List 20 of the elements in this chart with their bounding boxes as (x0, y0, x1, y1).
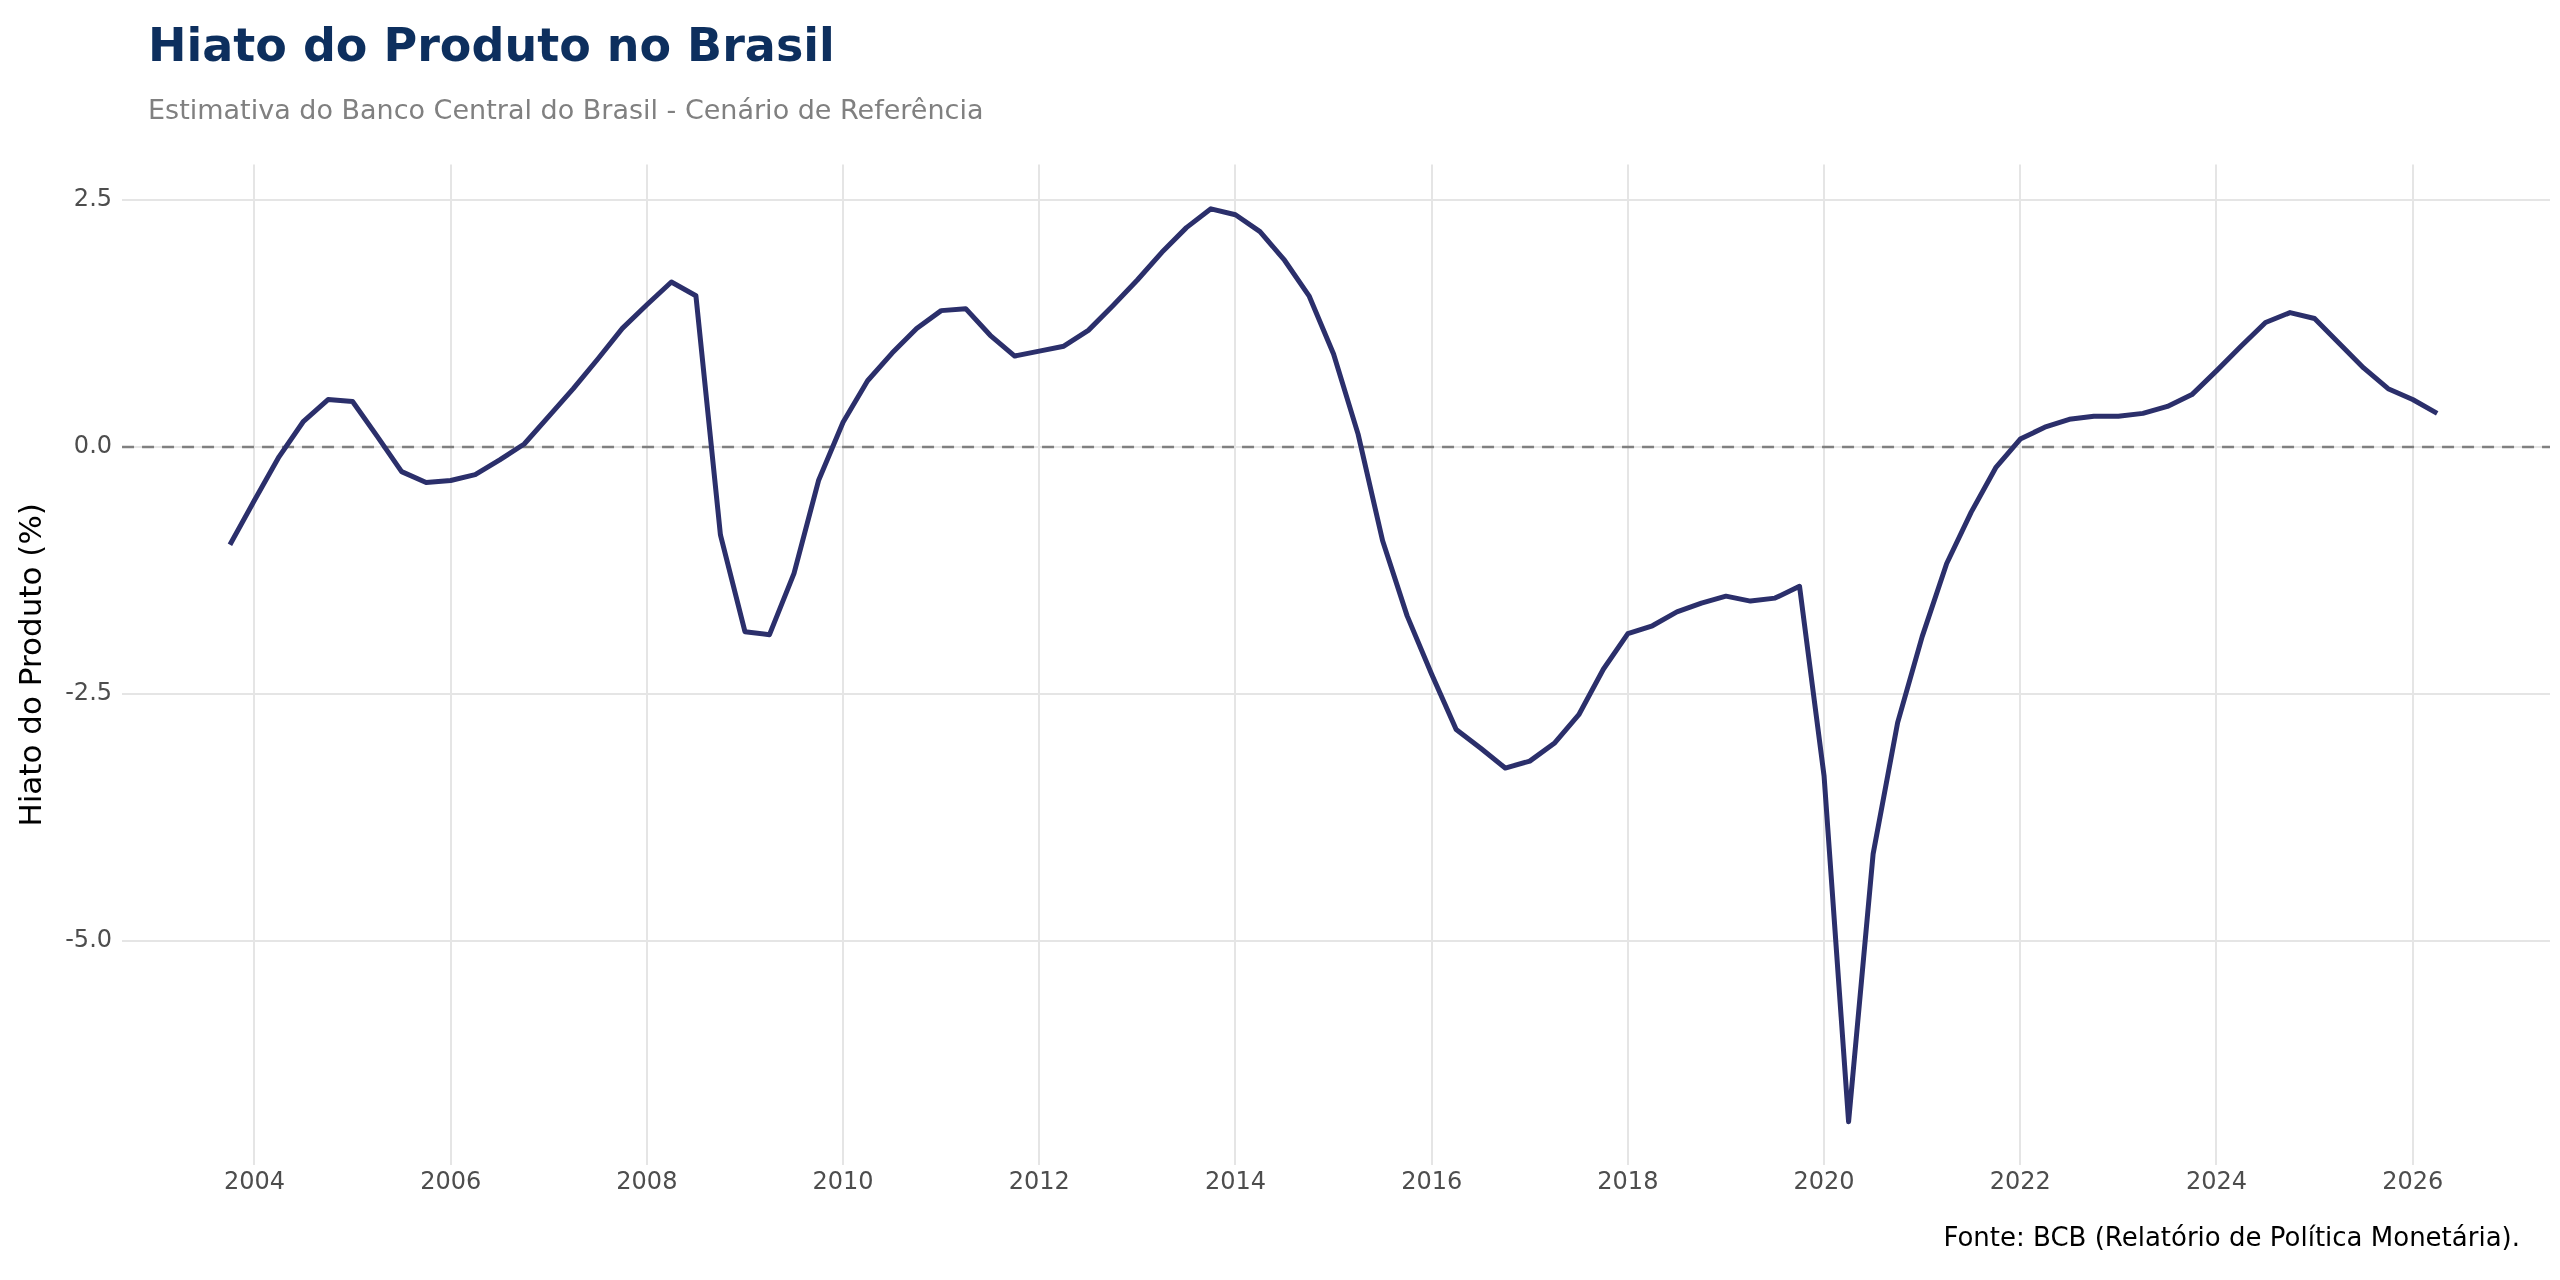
y-tick-label: 0.0 (73, 431, 113, 460)
y-tick-label: 2.5 (73, 184, 113, 213)
x-tick-label: 2014 (1204, 1166, 1266, 1195)
x-tick-label: 2004 (223, 1166, 285, 1195)
x-tick-label: 2010 (812, 1166, 874, 1195)
chart-subtitle: Estimativa do Banco Central do Brasil - Cenário de Referência (148, 94, 984, 125)
x-tick-label: 2006 (420, 1166, 482, 1195)
x-tick-label: 2016 (1401, 1166, 1463, 1195)
x-tick-label: 2018 (1597, 1166, 1659, 1195)
x-tick-label: 2022 (1989, 1166, 2051, 1195)
x-tick-label: 2024 (2185, 1166, 2247, 1195)
x-tick-label: 2012 (1008, 1166, 1070, 1195)
y-tick-label: -5.0 (65, 925, 113, 954)
x-tick-label: 2026 (2382, 1166, 2444, 1195)
y-tick-label: -2.5 (65, 678, 113, 707)
x-tick-label: 2020 (1793, 1166, 1855, 1195)
y-axis-title: Hiato do Produto (%) (11, 503, 48, 827)
chart-title: Hiato do Produto no Brasil (148, 18, 835, 72)
x-tick-label: 2008 (616, 1166, 678, 1195)
source-note: Fonte: BCB (Relatório de Política Monetária). (1943, 1222, 2520, 1252)
